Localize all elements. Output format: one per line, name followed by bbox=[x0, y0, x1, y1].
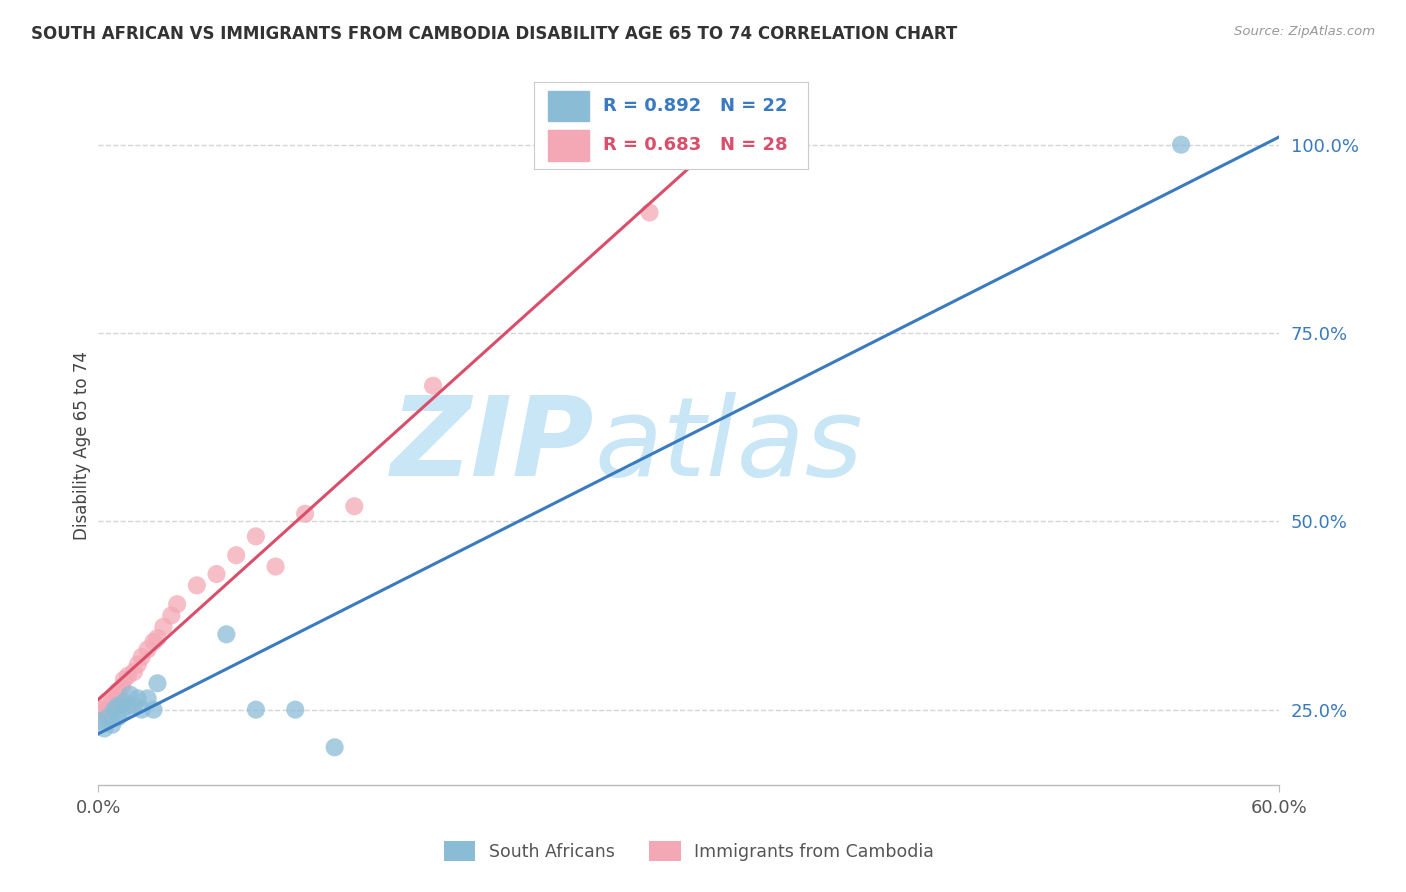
Point bbox=[186, 578, 208, 592]
Point bbox=[117, 669, 139, 683]
Point bbox=[142, 635, 165, 649]
Bar bbox=[548, 130, 589, 161]
Y-axis label: Disability Age 65 to 74: Disability Age 65 to 74 bbox=[73, 351, 91, 541]
Point bbox=[117, 698, 139, 713]
Point bbox=[127, 657, 149, 672]
Bar bbox=[548, 91, 589, 121]
Point bbox=[97, 703, 120, 717]
Text: Source: ZipAtlas.com: Source: ZipAtlas.com bbox=[1234, 25, 1375, 38]
Text: SOUTH AFRICAN VS IMMIGRANTS FROM CAMBODIA DISABILITY AGE 65 TO 74 CORRELATION CH: SOUTH AFRICAN VS IMMIGRANTS FROM CAMBODI… bbox=[31, 25, 957, 43]
Point bbox=[152, 620, 174, 634]
Point bbox=[112, 673, 135, 687]
Point bbox=[638, 205, 661, 219]
Point bbox=[245, 529, 267, 543]
Point bbox=[122, 665, 145, 679]
Point bbox=[105, 688, 128, 702]
Point bbox=[284, 703, 307, 717]
Point bbox=[97, 710, 120, 724]
Point bbox=[131, 649, 153, 664]
Point bbox=[294, 507, 316, 521]
Text: R = 0.683   N = 28: R = 0.683 N = 28 bbox=[603, 136, 787, 154]
Legend: South Africans, Immigrants from Cambodia: South Africans, Immigrants from Cambodia bbox=[437, 834, 941, 868]
Point bbox=[111, 706, 134, 721]
Point bbox=[205, 567, 228, 582]
Text: atlas: atlas bbox=[595, 392, 863, 500]
Point bbox=[107, 710, 129, 724]
Text: ZIP: ZIP bbox=[391, 392, 595, 500]
Point bbox=[323, 740, 346, 755]
Point bbox=[160, 608, 183, 623]
Point bbox=[127, 691, 149, 706]
Point bbox=[107, 683, 129, 698]
Point bbox=[131, 703, 153, 717]
Point bbox=[93, 722, 115, 736]
Point bbox=[1170, 137, 1192, 152]
Point bbox=[101, 717, 124, 731]
Point bbox=[343, 500, 366, 514]
Point bbox=[112, 695, 135, 709]
Point bbox=[225, 548, 247, 562]
Point bbox=[166, 597, 188, 611]
Point bbox=[136, 691, 159, 706]
Point bbox=[245, 703, 267, 717]
Point bbox=[111, 680, 134, 694]
Point bbox=[422, 378, 444, 392]
Point bbox=[87, 714, 110, 728]
Point bbox=[96, 695, 118, 709]
Point bbox=[87, 706, 110, 721]
Point bbox=[103, 703, 125, 717]
Point bbox=[107, 698, 129, 713]
Point bbox=[264, 559, 287, 574]
Point bbox=[101, 691, 124, 706]
Point bbox=[146, 676, 169, 690]
Point bbox=[122, 698, 145, 713]
Point bbox=[146, 631, 169, 645]
Point bbox=[118, 688, 141, 702]
Point bbox=[142, 703, 165, 717]
Text: R = 0.892   N = 22: R = 0.892 N = 22 bbox=[603, 97, 787, 115]
Point bbox=[91, 703, 114, 717]
Point bbox=[215, 627, 238, 641]
Point bbox=[136, 642, 159, 657]
